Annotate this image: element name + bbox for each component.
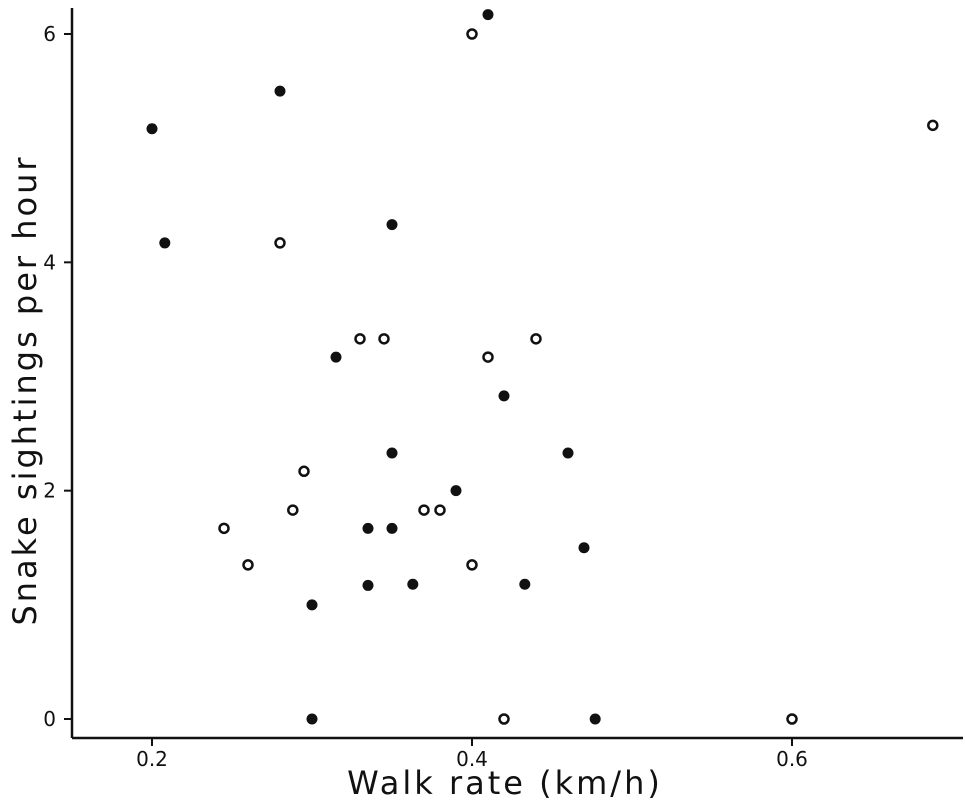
open-point — [298, 465, 310, 478]
x-tick-label: 0.6 — [776, 747, 808, 771]
open-point — [466, 559, 478, 571]
filled-point — [159, 237, 171, 249]
y-tick-label: 4 — [43, 250, 56, 274]
filled-point — [386, 522, 398, 534]
filled-point — [482, 9, 494, 21]
filled-point — [274, 85, 286, 97]
y-tick-label: 2 — [43, 479, 56, 503]
x-axis-title: Walk rate (km/h) — [347, 764, 663, 802]
open-point — [927, 119, 939, 132]
filled-point — [386, 219, 398, 231]
filled-point — [519, 578, 531, 590]
open-point — [287, 504, 299, 516]
filled-point — [362, 522, 374, 534]
open-point — [242, 559, 254, 571]
filled-point — [386, 447, 398, 459]
open-point — [354, 333, 366, 345]
filled-point — [450, 485, 462, 497]
y-tick-label: 6 — [43, 22, 56, 46]
filled-point — [562, 447, 574, 459]
open-point — [434, 504, 446, 516]
open-point — [530, 333, 542, 345]
filled-point — [578, 542, 590, 554]
filled-point — [306, 713, 318, 725]
open-point — [466, 28, 478, 40]
y-axis-title: Snake sightings per hour — [6, 154, 44, 625]
x-tick-label: 0.2 — [136, 747, 168, 771]
open-point — [418, 504, 430, 516]
open-point — [498, 713, 510, 725]
open-point — [482, 351, 494, 363]
open-point — [274, 237, 286, 249]
filled-point — [306, 599, 318, 611]
filled-point — [407, 578, 419, 590]
ticks: 0.2 0.4 0.6 0 2 4 6 — [43, 22, 808, 771]
filled-point — [330, 351, 342, 363]
filled-point — [589, 713, 601, 725]
y-tick-label: 0 — [43, 707, 56, 731]
filled-point — [362, 579, 374, 591]
filled-point — [146, 123, 158, 135]
open-point — [786, 713, 798, 725]
open-point — [218, 522, 230, 535]
data-points — [146, 9, 939, 725]
axes — [70, 8, 963, 740]
x-tick-label: 0.4 — [456, 747, 488, 771]
filled-point — [498, 390, 510, 402]
open-point — [378, 333, 390, 345]
